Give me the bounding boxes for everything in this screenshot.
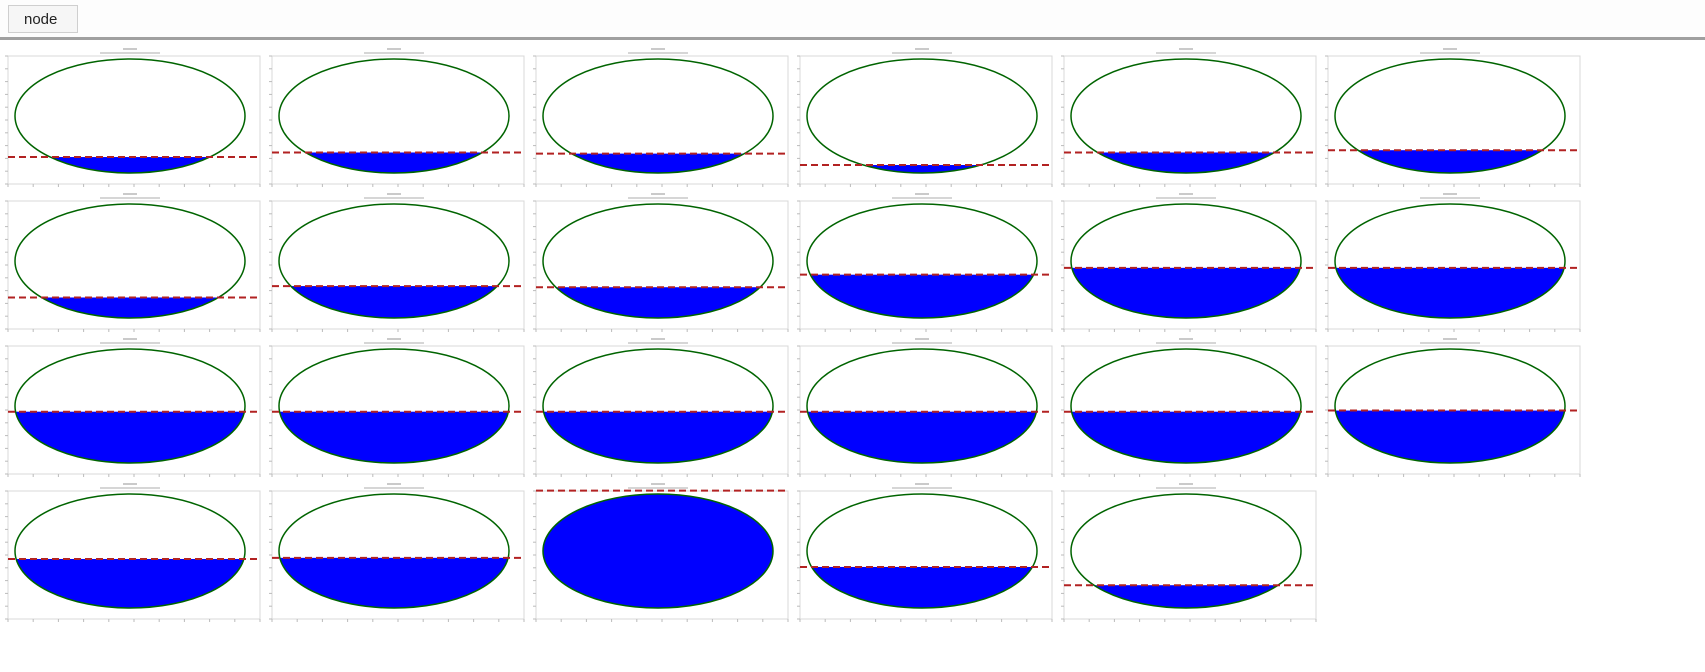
panel — [533, 193, 789, 332]
vessel-outline — [542, 348, 774, 464]
vessel-outline — [1070, 493, 1302, 609]
vessel-outline — [542, 203, 774, 319]
panel — [1061, 338, 1317, 477]
vessel-outline — [542, 58, 774, 174]
panel — [797, 48, 1053, 187]
panel — [269, 193, 525, 332]
panel — [269, 338, 525, 477]
node-button[interactable]: node — [8, 5, 78, 33]
vessel-outline — [1334, 58, 1566, 174]
panel — [1325, 48, 1581, 187]
toolbar: node — [0, 0, 1705, 40]
vessel-outline — [14, 203, 246, 319]
panel — [5, 48, 261, 187]
panel — [5, 193, 261, 332]
plot-area — [799, 55, 1053, 185]
fill-level — [543, 494, 773, 608]
panel — [533, 48, 789, 187]
panel — [1325, 193, 1581, 332]
vessel-outline — [278, 348, 510, 464]
panel — [797, 483, 1053, 622]
vessel-outline — [14, 493, 246, 609]
panel — [5, 338, 261, 477]
vessel-outline — [806, 203, 1038, 319]
panel — [797, 193, 1053, 332]
panel — [533, 338, 789, 477]
vessel-outline — [14, 348, 246, 464]
vessel-outline — [806, 58, 1038, 174]
vessel-outline — [806, 493, 1038, 609]
panel — [797, 338, 1053, 477]
vessel-outline — [1334, 203, 1566, 319]
fill-level — [807, 165, 1037, 173]
vessel-outline — [278, 58, 510, 174]
panel — [1325, 338, 1581, 477]
vessel-outline — [1334, 348, 1566, 464]
vessel-outline — [278, 203, 510, 319]
vessel-outline — [1070, 58, 1302, 174]
vessel-outline — [1070, 203, 1302, 319]
panel — [1061, 193, 1317, 332]
panel — [5, 483, 261, 622]
vessel-outline — [1070, 348, 1302, 464]
panel — [533, 483, 789, 622]
vessel-outline — [14, 58, 246, 174]
panel — [1061, 48, 1317, 187]
vessel-outline — [278, 493, 510, 609]
panel-grid — [5, 48, 1581, 622]
panel — [269, 483, 525, 622]
vessel-outline — [806, 348, 1038, 464]
panel — [1061, 483, 1317, 622]
vessel-outline — [542, 493, 774, 609]
panel — [269, 48, 525, 187]
